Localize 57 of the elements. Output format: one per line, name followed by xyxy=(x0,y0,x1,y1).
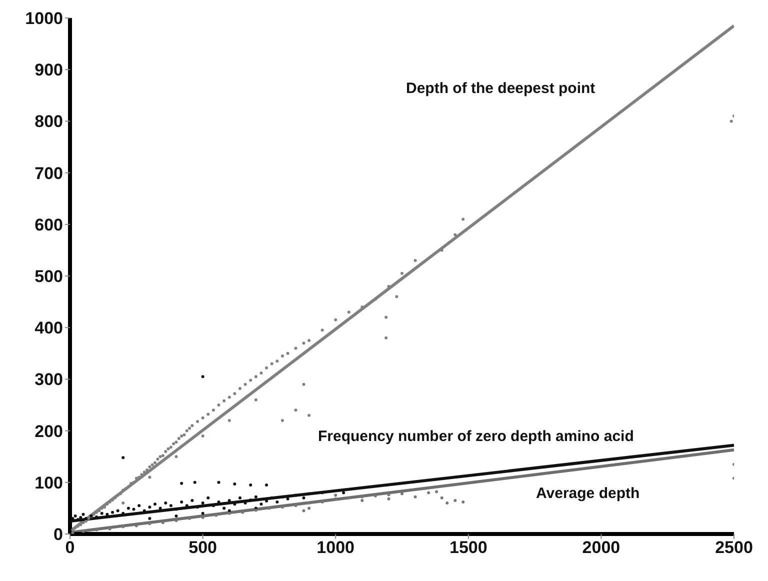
y-tick-label: 200 xyxy=(34,422,63,441)
y-tick-label: 300 xyxy=(34,370,63,390)
x-tick-label: 500 xyxy=(188,538,217,558)
point xyxy=(440,496,444,500)
annotation: Frequency number of zero depth amino acid xyxy=(318,428,634,445)
y-tick-label: 700 xyxy=(34,164,63,183)
annotation: Average depth xyxy=(536,485,640,502)
point xyxy=(387,493,390,496)
point xyxy=(228,512,231,515)
point xyxy=(334,494,338,497)
point xyxy=(454,498,457,502)
point xyxy=(427,491,430,494)
y-tick-label: 400 xyxy=(34,318,63,338)
point xyxy=(294,504,298,508)
point xyxy=(414,495,417,498)
point xyxy=(108,527,112,530)
y-tick-label: 500 xyxy=(34,267,63,286)
point xyxy=(214,514,218,517)
point xyxy=(462,500,465,504)
x-tick-label: 2000 xyxy=(582,538,620,558)
y-tick-label: 600 xyxy=(34,215,63,234)
point xyxy=(201,516,204,519)
x-tick-label: 0 xyxy=(65,538,75,558)
point xyxy=(134,524,138,528)
x-tick-label: 1500 xyxy=(449,538,488,558)
y-tick-label: 100 xyxy=(34,473,63,492)
x-tick-label: 2500 xyxy=(715,538,753,558)
point xyxy=(435,490,438,494)
point xyxy=(122,525,125,528)
point xyxy=(148,522,152,526)
y-tick-label: 900 xyxy=(34,60,63,80)
point xyxy=(95,528,98,532)
point xyxy=(374,494,377,498)
point xyxy=(446,502,449,505)
point xyxy=(82,530,85,533)
point xyxy=(347,496,350,500)
annotation: Depth of the deepest point xyxy=(406,80,596,97)
point xyxy=(400,492,404,496)
point xyxy=(387,497,390,500)
point xyxy=(360,495,364,498)
point xyxy=(71,531,74,534)
point xyxy=(302,509,306,512)
point xyxy=(320,500,324,504)
y-tick-label: 800 xyxy=(34,112,63,132)
point xyxy=(268,506,271,510)
point xyxy=(334,497,338,500)
point xyxy=(241,510,244,514)
point xyxy=(308,506,311,510)
point xyxy=(308,502,311,505)
x-tick-label: 1000 xyxy=(316,538,355,558)
point xyxy=(174,519,178,522)
point xyxy=(161,521,164,524)
point xyxy=(280,506,284,509)
y-tick-label: 1000 xyxy=(25,9,63,28)
point xyxy=(360,498,364,502)
y-tick-label: 0 xyxy=(54,525,63,544)
point xyxy=(188,517,192,520)
